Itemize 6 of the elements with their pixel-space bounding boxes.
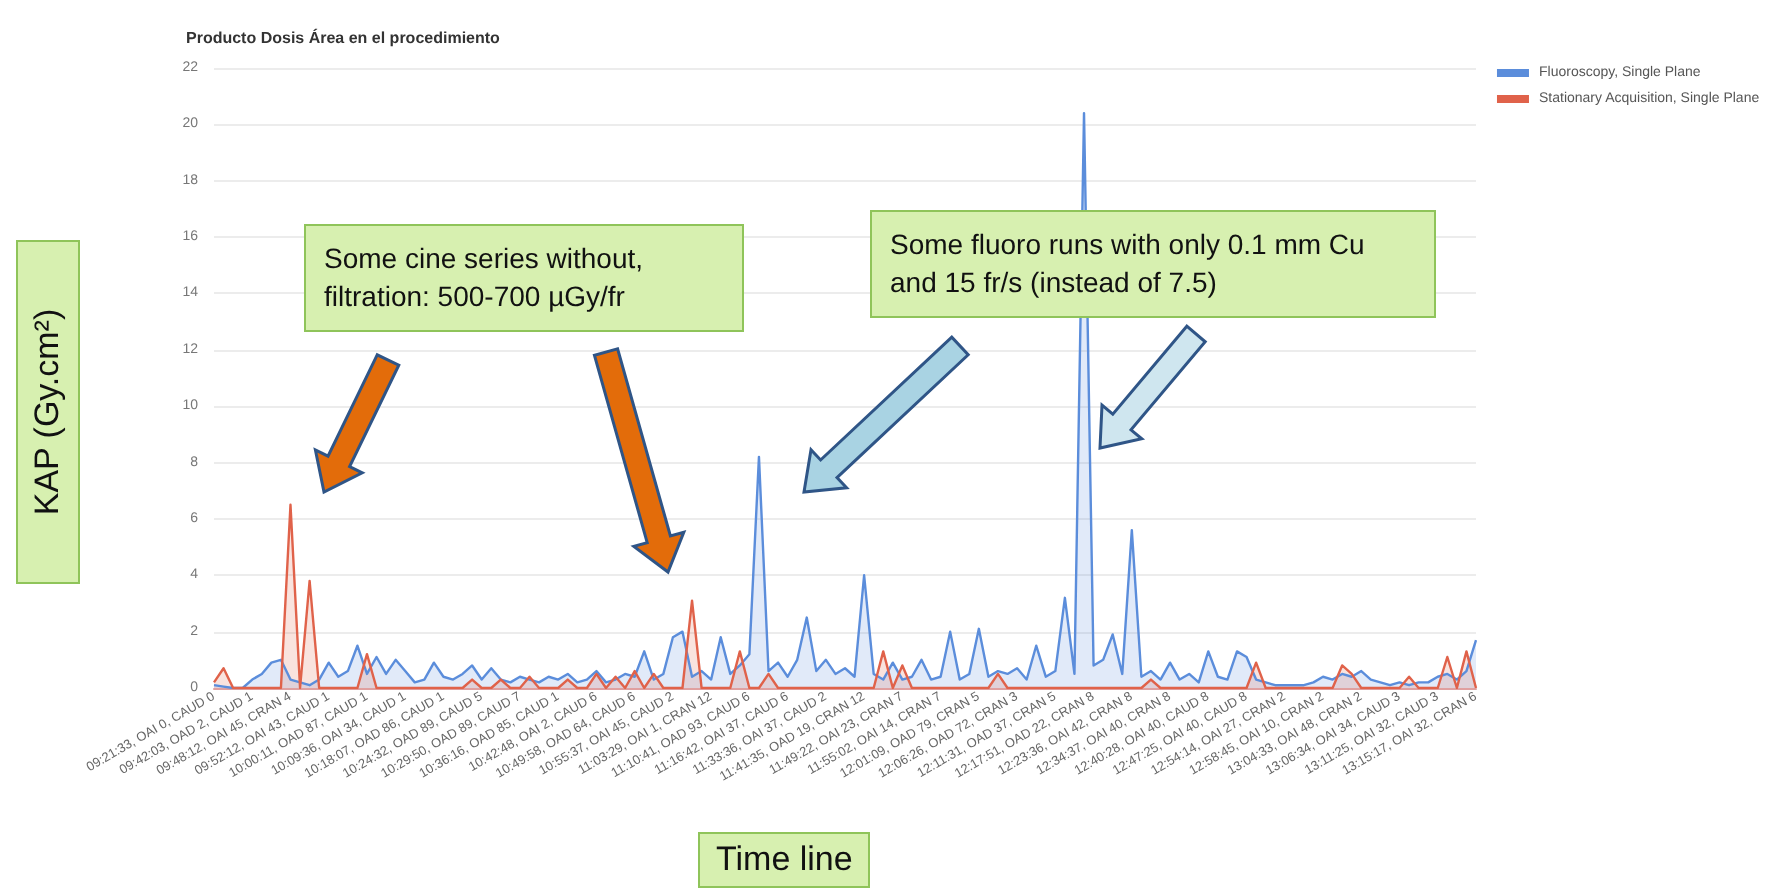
chart-title: Producto Dosis Área en el procedimiento xyxy=(186,27,501,47)
label-box: Time line xyxy=(698,832,871,888)
callout-box: Some fluoro runs with only 0.1 mm Cu and 15 fr/s (instead of 7.5) xyxy=(870,210,1436,318)
callout-box: Some cine series without, filtration: 500-700 µGy/fr xyxy=(304,224,744,332)
label-box: KAP (Gy.cm²) xyxy=(16,240,80,584)
y-axis-title: KAP (Gy.cm²) xyxy=(28,308,68,516)
